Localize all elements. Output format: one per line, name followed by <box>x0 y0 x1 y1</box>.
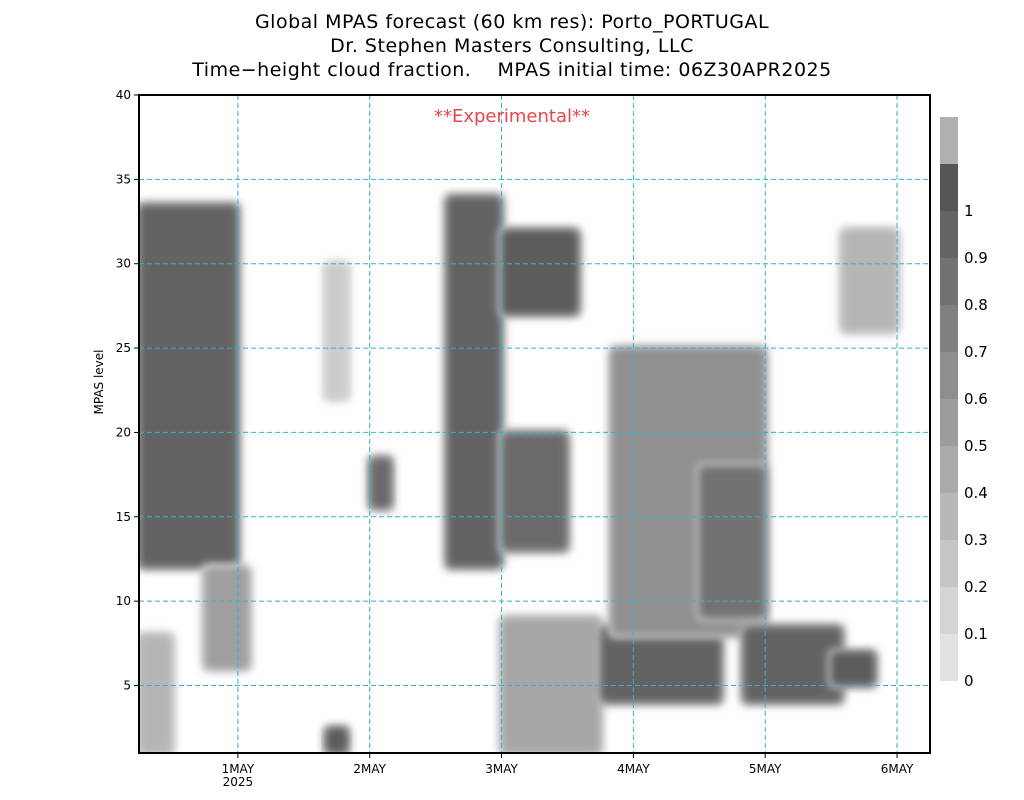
grid-lines <box>139 95 930 753</box>
x-tick-sublabel: 2025 <box>223 775 254 789</box>
cloud-region <box>325 727 348 753</box>
plot-frame <box>138 94 931 754</box>
colorbar-label: 0.9 <box>964 249 988 267</box>
y-tick-label: 5 <box>123 679 131 693</box>
colorbar: 0 0.1 0.2 0.3 0.4 0.5 0.6 0.7 0.8 0.9 1 <box>940 117 988 690</box>
colorbar-cell <box>940 446 958 493</box>
colorbar-cell <box>940 352 958 399</box>
colorbar-cell <box>940 258 958 305</box>
experimental-annotation: **Experimental** <box>434 106 590 127</box>
cloud-region <box>831 651 876 686</box>
y-axis-label: MPAS level <box>92 350 106 415</box>
y-tick-label: 25 <box>116 341 131 355</box>
colorbar-cell <box>940 211 958 258</box>
cloud-region <box>501 432 568 551</box>
cloud-region <box>743 626 843 703</box>
y-tick-label: 10 <box>116 594 131 608</box>
colorbar-label: 0.1 <box>964 625 988 643</box>
cloud-region <box>600 626 722 703</box>
colorbar-cell <box>940 493 958 540</box>
chart-titles: Global MPAS forecast (60 km res): Porto_… <box>0 10 1024 82</box>
x-tick-label: 5MAY <box>749 762 782 776</box>
title-line-1: Global MPAS forecast (60 km res): Porto_… <box>254 11 770 33</box>
colorbar-cell <box>940 634 958 681</box>
colorbar-label: 0.3 <box>964 531 988 549</box>
y-tick-label: 20 <box>116 425 131 439</box>
colorbar-cell <box>940 305 958 352</box>
colorbar-label: 0 <box>964 672 974 690</box>
cloud-region <box>139 634 172 753</box>
y-tick-label: 30 <box>116 257 131 271</box>
colorbar-label: 0.4 <box>964 484 988 502</box>
cloud-field <box>139 192 902 753</box>
colorbar-label: 0.2 <box>964 578 988 596</box>
colorbar-label: 0.5 <box>964 437 988 455</box>
y-tick-label: 35 <box>116 172 131 186</box>
cloud-region <box>139 204 238 568</box>
colorbar-label: 1 <box>964 202 974 220</box>
y-tick-label: 15 <box>116 510 131 524</box>
y-tick-label: 40 <box>116 88 131 102</box>
colorbar-cell <box>940 540 958 587</box>
title-line-3: Time−height cloud fraction. MPAS initial… <box>192 59 832 81</box>
x-tick-label: 2MAY <box>353 762 386 776</box>
y-axis: 5 10 15 20 25 30 35 40 <box>116 88 139 693</box>
colorbar-cell <box>940 117 958 164</box>
cloud-region <box>699 466 766 619</box>
colorbar-cell <box>940 587 958 634</box>
x-tick-label: 1MAY <box>222 762 255 776</box>
colorbar-cell <box>940 164 958 211</box>
x-tick-label: 4MAY <box>617 762 650 776</box>
cloud-region <box>842 229 898 332</box>
colorbar-label: 0.6 <box>964 390 988 408</box>
colorbar-cell <box>940 399 958 446</box>
colorbar-label: 0.7 <box>964 343 988 361</box>
colorbar-label: 0.8 <box>964 296 988 314</box>
cloud-region <box>501 229 579 315</box>
title-line-2: Dr. Stephen Masters Consulting, LLC <box>330 35 694 57</box>
x-tick-label: 6MAY <box>881 762 914 776</box>
cloud-region <box>325 263 348 399</box>
cloud-region <box>204 567 249 669</box>
x-tick-label: 3MAY <box>485 762 518 776</box>
cloud-region <box>446 196 502 568</box>
cloud-region <box>369 457 392 509</box>
